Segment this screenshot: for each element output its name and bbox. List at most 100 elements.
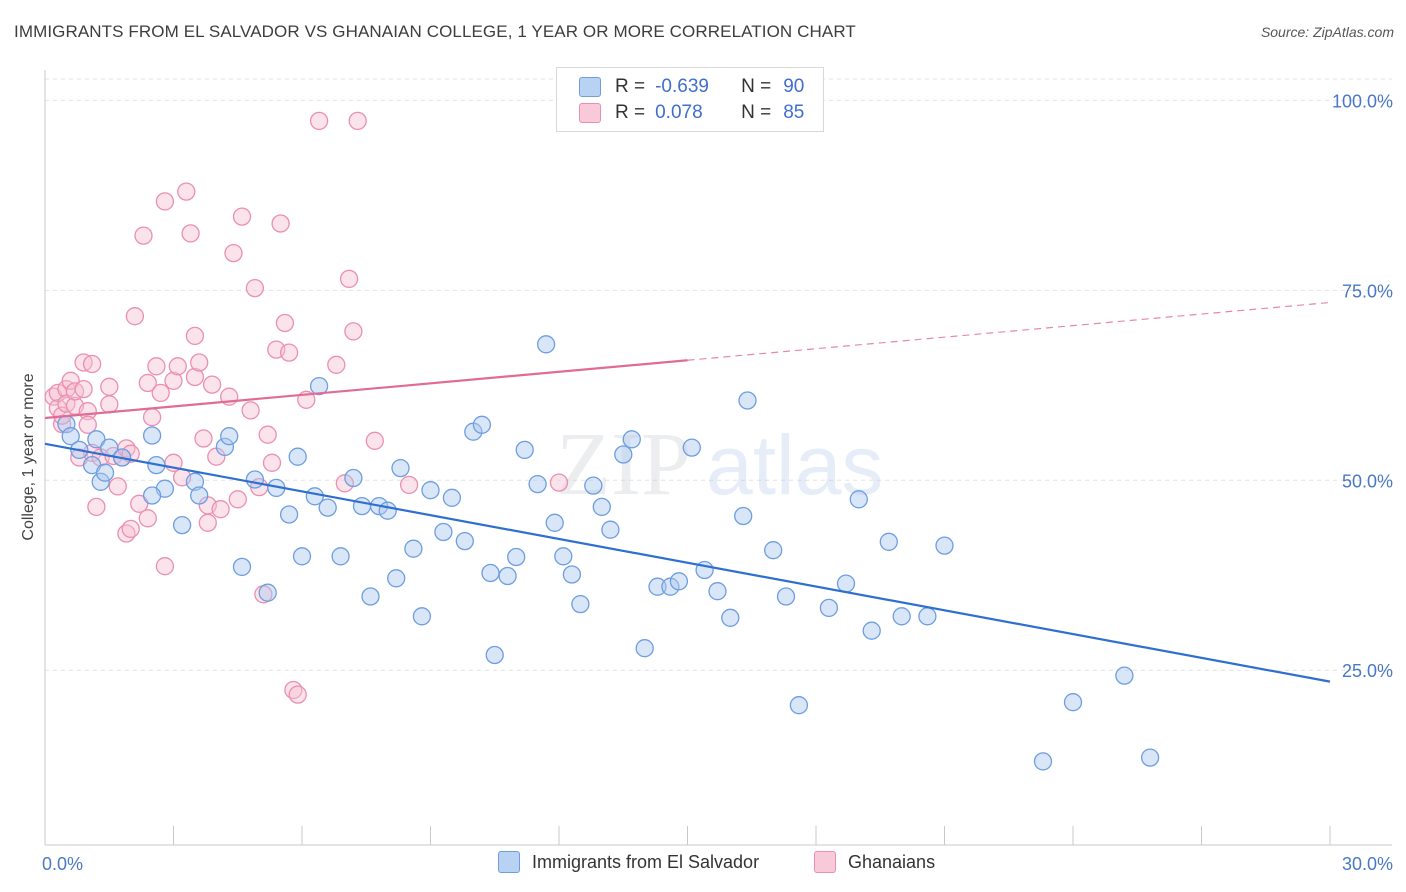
el-salvador-point [536, 335, 556, 354]
legend-n-label: N = [741, 76, 772, 97]
el-salvador-point [215, 437, 235, 457]
ghanaians-point [258, 425, 277, 444]
legend-swatch-pink [579, 103, 601, 123]
el-salvador-point [455, 531, 474, 551]
ghanaians-point [168, 357, 187, 376]
legend-swatch-blue [579, 77, 601, 97]
el-salvador-point [185, 472, 205, 491]
el-salvador-point [592, 497, 611, 517]
legend-n-value: 85 [783, 102, 805, 123]
ghanaians-point [100, 377, 119, 396]
el-salvador-point [91, 472, 110, 491]
ghanaians-point [198, 513, 217, 532]
source-label: Source: ZipAtlas.com [1260, 24, 1394, 40]
grid-lines [45, 78, 1392, 671]
ghanaians-point [245, 278, 265, 298]
el-salvador-point [584, 476, 603, 495]
ghanaians-point [61, 371, 80, 390]
ghanaians-trend-line [44, 359, 688, 420]
y-tick-label: 50.0% [1342, 471, 1393, 491]
watermark: ZIP atlas [556, 415, 883, 514]
ghanaians-point [138, 509, 157, 528]
el-salvador-point [669, 572, 689, 591]
el-salvador-point [571, 594, 590, 614]
y-axis-label: College, 1 year or more [20, 373, 37, 540]
el-salvador-point [507, 547, 526, 567]
el-salvador-point [292, 547, 312, 566]
el-salvador-point [61, 427, 80, 446]
ghanaians-point [155, 192, 175, 211]
el-salvador-point [734, 506, 753, 526]
axes [44, 70, 1392, 846]
ghanaians-point [100, 395, 119, 414]
ghanaians-point [339, 269, 359, 289]
el-salvador-point [862, 621, 881, 640]
el-salvador-point [331, 547, 350, 566]
ghanaians-point [344, 322, 363, 341]
el-salvador-point [708, 582, 727, 601]
legend-row-el-salvador: R = -0.639 N = 90 [579, 74, 804, 100]
el-salvador-point [545, 513, 564, 532]
el-salvador-point [622, 430, 641, 449]
el-salvador-points [57, 335, 1160, 771]
el-salvador-point [515, 440, 534, 460]
ghanaians-point [164, 371, 183, 390]
ghanaians-point [121, 519, 140, 539]
el-salvador-point [562, 565, 582, 584]
legend-n-label: N = [741, 102, 772, 123]
ghanaians-point [224, 243, 243, 263]
el-salvador-point [378, 501, 397, 520]
watermark-atlas: atlas [706, 418, 883, 512]
ghanaians-points [44, 111, 569, 704]
el-salvador-point [245, 470, 265, 489]
correlation-legend: R = -0.639 N = 90 R = 0.078 N = 85 [556, 67, 824, 132]
el-salvador-point [220, 427, 239, 446]
ghanaians-point [138, 373, 157, 393]
ghanaians-point [185, 326, 205, 346]
el-salvador-point [361, 587, 380, 606]
el-salvador-point [764, 541, 783, 560]
el-salvador-point [412, 607, 432, 626]
el-salvador-point [472, 415, 492, 434]
series-legend-label: Immigrants from El Salvador [532, 851, 760, 872]
ghanaians-point [202, 375, 222, 394]
series-legend-label: Ghanaians [848, 851, 936, 872]
ghanaians-point [194, 429, 213, 448]
ghanaians-point [142, 408, 162, 427]
el-salvador-point [738, 391, 757, 410]
legend-r-value: -0.639 [655, 76, 709, 97]
ghanaians-point [130, 494, 149, 513]
el-salvador-point [391, 458, 410, 478]
ghanaians-point [399, 475, 419, 495]
legend-n-value: 90 [783, 76, 805, 97]
ghanaians-point [190, 353, 209, 372]
ghanaians-point [125, 307, 145, 326]
el-salvador-point [498, 566, 517, 586]
el-salvador-point [87, 430, 106, 449]
el-salvador-point [352, 496, 372, 516]
ghanaians-point [147, 357, 166, 376]
el-salvador-point [682, 438, 701, 457]
series-swatch-blue [498, 851, 520, 873]
ghanaians-point [262, 453, 282, 472]
el-salvador-point [879, 532, 898, 551]
el-salvador-point [442, 488, 462, 507]
el-salvador-point [344, 468, 363, 488]
series-legend-el-salvador: Immigrants from El Salvador [498, 851, 759, 873]
y-tick-label: 75.0% [1342, 281, 1393, 301]
el-salvador-point [387, 569, 406, 588]
el-salvador-point [142, 426, 162, 445]
ghanaians-point [87, 497, 106, 517]
ghanaians-point [185, 367, 205, 387]
el-salvador-point [918, 607, 937, 626]
el-salvador-point [288, 447, 307, 466]
tick-labels: 25.0% 50.0% 75.0% 100.0% 0.0% 30.0% [42, 91, 1393, 874]
ghanaians-point [108, 477, 127, 496]
ghanaians-point [151, 383, 170, 403]
series-legend: Immigrants from El Salvador Ghanaians [0, 851, 1406, 879]
el-salvador-point [849, 490, 868, 509]
ghanaians-point [232, 207, 252, 226]
legend-r-label: R = [615, 102, 646, 123]
el-salvador-point [434, 522, 453, 542]
